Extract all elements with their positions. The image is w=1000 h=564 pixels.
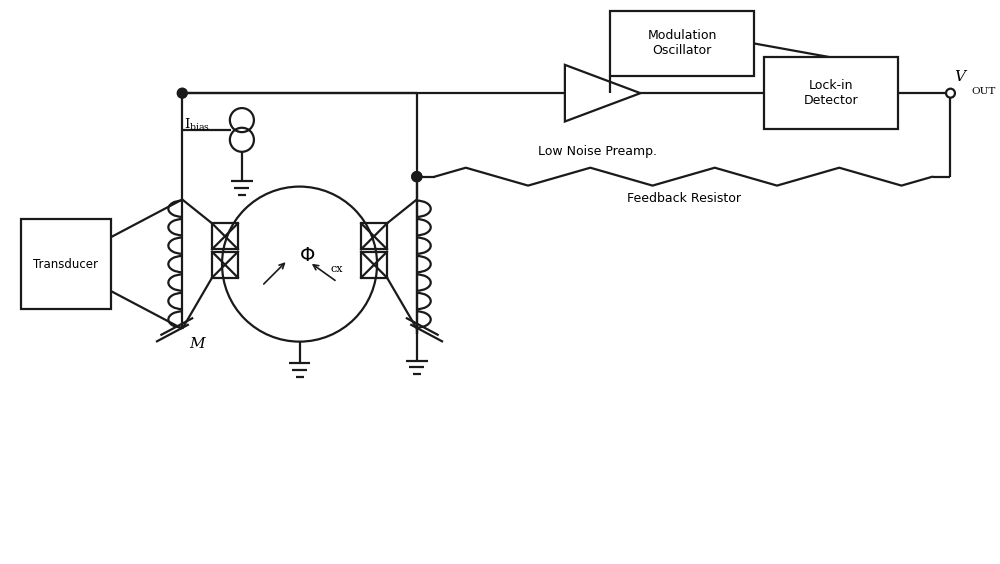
- Circle shape: [412, 171, 422, 182]
- Circle shape: [412, 171, 422, 182]
- Text: Transducer: Transducer: [33, 258, 98, 271]
- Text: I$_\mathregular{bias}$: I$_\mathregular{bias}$: [184, 117, 210, 133]
- Bar: [361, 223, 387, 249]
- Text: M: M: [189, 337, 205, 351]
- Bar: [212, 223, 238, 249]
- Text: Modulation
Oscillator: Modulation Oscillator: [647, 29, 717, 58]
- Text: Low Noise Preamp.: Low Noise Preamp.: [538, 145, 657, 158]
- Circle shape: [947, 89, 954, 97]
- FancyBboxPatch shape: [21, 219, 111, 309]
- Circle shape: [946, 89, 955, 98]
- Text: V: V: [954, 70, 965, 84]
- Text: Feedback Resistor: Feedback Resistor: [627, 192, 741, 205]
- FancyBboxPatch shape: [764, 58, 898, 129]
- Bar: [361, 252, 387, 277]
- Text: Lock-in
Detector: Lock-in Detector: [804, 79, 859, 107]
- FancyBboxPatch shape: [610, 11, 754, 76]
- Bar: [212, 252, 238, 277]
- Text: OUT: OUT: [971, 87, 996, 96]
- Text: $\Phi$: $\Phi$: [299, 247, 316, 265]
- Circle shape: [177, 88, 187, 98]
- Text: cx: cx: [330, 264, 343, 274]
